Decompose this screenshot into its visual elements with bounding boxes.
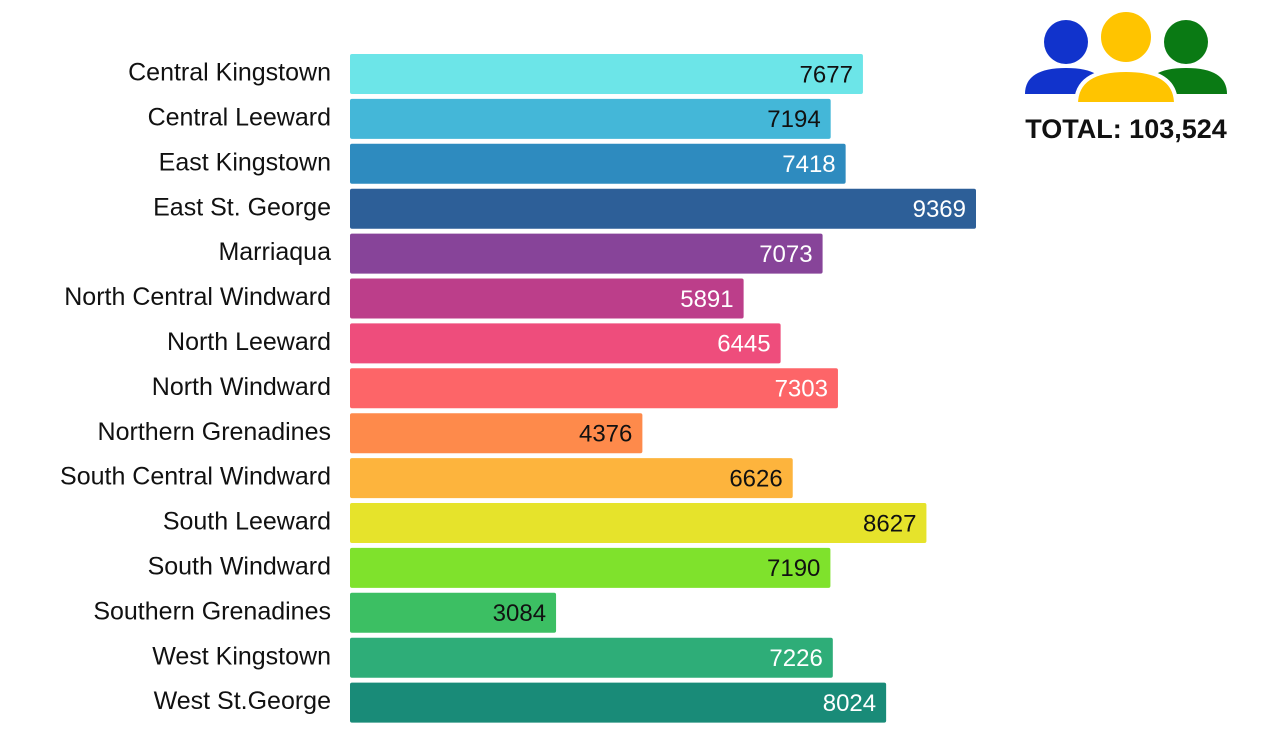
value-label: 7677 bbox=[800, 61, 853, 88]
value-label: 3084 bbox=[493, 600, 546, 627]
bar bbox=[350, 368, 838, 409]
bar bbox=[350, 188, 976, 229]
value-label: 8627 bbox=[863, 510, 916, 537]
bar bbox=[350, 547, 831, 588]
value-label: 5891 bbox=[680, 286, 733, 313]
bar bbox=[350, 323, 781, 364]
value-label: 8024 bbox=[823, 690, 876, 717]
category-label: Marriaqua bbox=[218, 238, 331, 266]
value-label: 6445 bbox=[717, 331, 770, 358]
category-label: Central Leeward bbox=[148, 104, 331, 132]
category-label: North Leeward bbox=[167, 328, 331, 356]
bar bbox=[350, 503, 927, 543]
bar bbox=[350, 143, 846, 184]
people-icon bbox=[1025, 8, 1227, 106]
category-label: South Central Windward bbox=[60, 463, 331, 491]
value-label: 7190 bbox=[767, 555, 820, 582]
category-label: West Kingstown bbox=[152, 642, 331, 670]
bar bbox=[350, 637, 833, 678]
category-label: North Windward bbox=[152, 373, 331, 401]
category-label: North Central Windward bbox=[64, 283, 331, 311]
bar bbox=[350, 98, 831, 139]
category-label: East St. George bbox=[153, 193, 331, 221]
category-label: South Leeward bbox=[163, 508, 331, 536]
bar bbox=[350, 278, 744, 319]
bar bbox=[350, 458, 793, 499]
category-label: Southern Grenadines bbox=[93, 597, 331, 625]
category-label: East Kingstown bbox=[159, 148, 331, 176]
value-label: 7303 bbox=[775, 376, 828, 403]
category-label: Central Kingstown bbox=[128, 59, 331, 87]
bar bbox=[350, 54, 863, 94]
bar bbox=[350, 592, 557, 633]
value-label: 7194 bbox=[767, 106, 820, 133]
category-label: West St.George bbox=[154, 687, 331, 715]
value-label: 4376 bbox=[579, 421, 632, 448]
bar bbox=[350, 682, 887, 723]
value-label: 9369 bbox=[913, 196, 966, 223]
total-annotation: TOTAL: 103,524 bbox=[1025, 114, 1227, 144]
value-label: 6626 bbox=[729, 465, 782, 492]
value-label: 7226 bbox=[769, 645, 822, 672]
value-label: 7073 bbox=[759, 241, 812, 268]
category-label: Northern Grenadines bbox=[98, 418, 331, 446]
value-label: 7418 bbox=[782, 151, 835, 178]
bar bbox=[350, 233, 823, 274]
bar bbox=[350, 413, 643, 454]
category-label: South Windward bbox=[148, 553, 331, 581]
